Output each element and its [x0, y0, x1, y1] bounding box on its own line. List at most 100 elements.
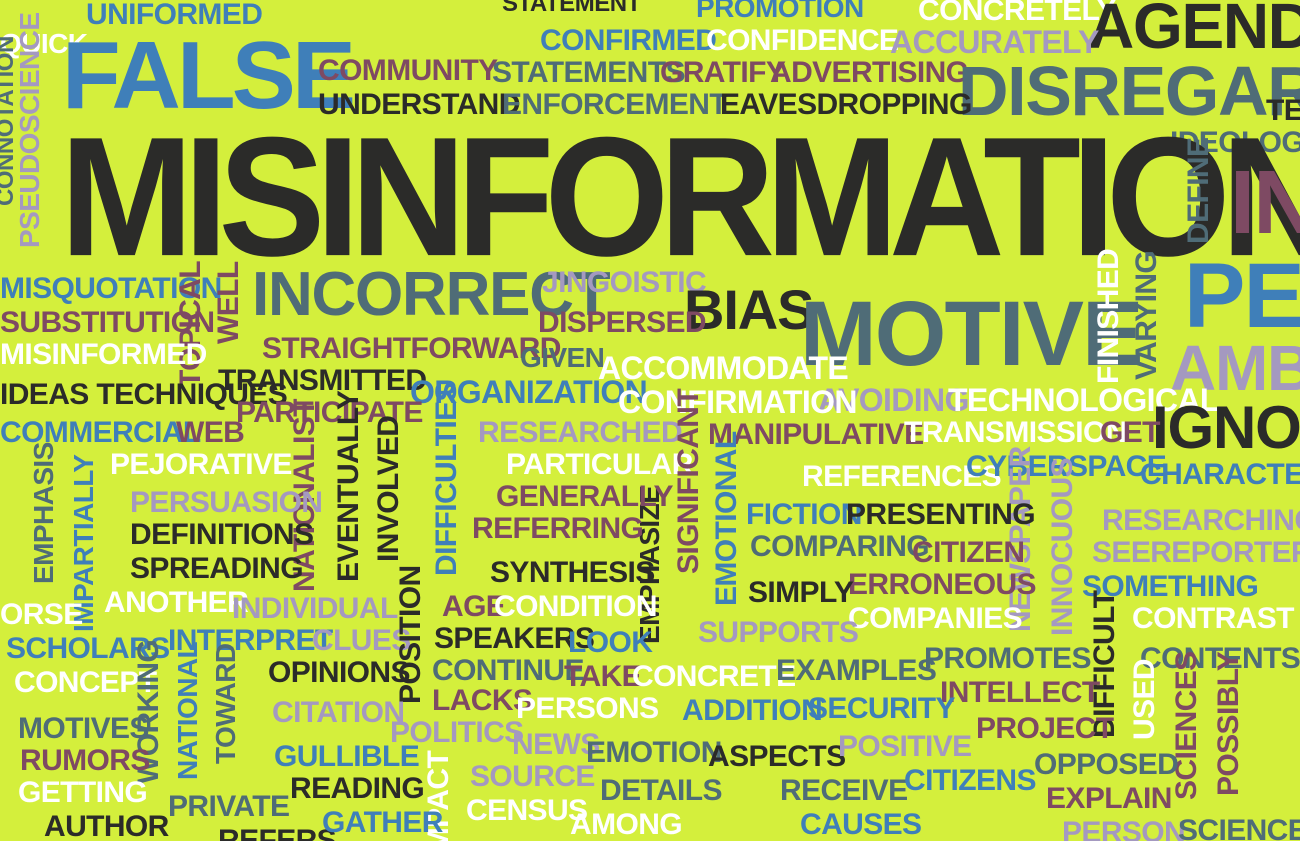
- word-quick: QUICK: [0, 28, 88, 59]
- word-technological: TECHNOLOGICAL: [948, 382, 1219, 418]
- word-misinformation: MISINFORMATION: [60, 101, 1300, 292]
- word-contents: CONTENTS: [1140, 642, 1300, 675]
- word-confirmed: CONFIRMED: [540, 24, 717, 57]
- word-spreading: SPREADING: [130, 552, 304, 585]
- word-politics: POLITICS: [390, 716, 524, 749]
- word-comparing: COMPARING: [750, 530, 930, 563]
- word-accurately: ACCURATELY: [890, 24, 1099, 60]
- word-difficulties: DIFFICULTIES: [430, 382, 463, 576]
- word-enforcement: ENFORCEMENT: [502, 88, 728, 121]
- word-connotation: CONNOTATION: [0, 36, 19, 206]
- word-opposed: OPPOSED: [1034, 748, 1179, 781]
- word-misinformed: MISINFORMED: [0, 338, 207, 371]
- word-pe: PE: [1184, 245, 1300, 347]
- word-organization: ORGANIZATION: [410, 374, 648, 410]
- word-gratify: GRATIFY: [660, 56, 786, 89]
- word-eventually: EVENTUALLY: [332, 390, 365, 582]
- word-speakers: SPEAKERS: [434, 622, 595, 655]
- word-generally: GENERALLY: [496, 480, 673, 513]
- word-pejorative: PEJORATIVE: [110, 448, 292, 481]
- word-concrete: CONCRETE: [632, 660, 796, 693]
- word-citizens: CITIZENS: [904, 764, 1036, 797]
- word-emotional: EMOTIONAL: [710, 431, 743, 606]
- word-motives: MOTIVES: [18, 712, 149, 745]
- word-source: SOURCE: [470, 760, 595, 793]
- word-another: ANOTHER: [104, 586, 249, 619]
- word-person: PERSON: [1062, 816, 1186, 841]
- word-transmitted: TRANSMITTED: [218, 364, 427, 397]
- word-uniformed: UNIFORMED: [86, 0, 263, 31]
- word-innocuous: INNOCUOUS: [1046, 458, 1079, 636]
- word-definitions: DEFINITIONS: [130, 518, 314, 551]
- word-scholars: SCHOLARS: [6, 632, 170, 665]
- word-receive: RECEIVE: [780, 774, 908, 807]
- word-cyberspace: CYBERSPACE: [966, 450, 1167, 483]
- word-synthesis: SYNTHESIS: [490, 556, 655, 589]
- word-news: NEWS: [512, 728, 600, 761]
- word-agenda: AGENDA: [1088, 0, 1300, 62]
- word-private: PRIVATE: [168, 790, 290, 823]
- word-national: NATIONAL: [172, 641, 203, 780]
- word-concretely: CONCRETELY: [918, 0, 1117, 27]
- word-positive: POSITIVE: [838, 730, 972, 763]
- word-age: AGE: [442, 590, 506, 623]
- word-web: WEB: [176, 416, 245, 449]
- word-simply: SIMPLY: [748, 576, 854, 609]
- word-particular: PARTICULAR: [506, 448, 693, 481]
- word-involved: INVOLVED: [372, 415, 405, 562]
- word-get: GET: [1100, 416, 1160, 449]
- word-given: GIVEN: [520, 342, 605, 373]
- word-eavesdropping: EAVESDROPPING: [720, 88, 972, 121]
- word-researching: RESEARCHING: [1102, 504, 1300, 537]
- word-project: PROJECT: [976, 712, 1114, 745]
- word-persons: PERSONS: [516, 692, 659, 725]
- word-interpret: INTERPRET: [168, 624, 333, 657]
- word-confidence: CONFIDENCE: [706, 24, 899, 57]
- word-substitution: SUBSTITUTION: [0, 306, 215, 339]
- word-ambi: AMBI: [1170, 332, 1300, 404]
- word-security: SECURITY: [808, 692, 955, 725]
- word-jingoistic: JINGOISTIC: [542, 266, 707, 299]
- word-companies: COMPANIES: [848, 602, 1023, 635]
- word-straightforward: STRAIGHTFORWARD: [262, 332, 561, 365]
- word-motive: MOTIVE: [800, 283, 1143, 385]
- word-in: IN: [1230, 153, 1300, 253]
- word-supports: SUPPORTS: [698, 616, 859, 649]
- word-causes: CAUSES: [800, 808, 922, 841]
- word-author: AUTHOR: [44, 810, 169, 841]
- word-dispersed: DISPERSED: [538, 306, 707, 339]
- word-contrast: CONTRAST: [1132, 602, 1294, 635]
- word-accommodate: ACCOMMODATE: [598, 350, 849, 386]
- word-lacks: LACKS: [432, 684, 533, 717]
- word-presenting: PRESENTING: [846, 498, 1036, 531]
- word-erroneous: ERRONEOUS: [848, 568, 1037, 601]
- word-significant: SIGNIFICANT: [672, 388, 705, 574]
- word-explain: EXPLAIN: [1046, 782, 1172, 815]
- word-finished: FINISHED: [1092, 248, 1125, 384]
- word-ideologic: IDEOLOGIC: [1170, 126, 1300, 159]
- word-examples: EXAMPLES: [776, 654, 937, 687]
- word-incorrect: INCORRECT: [252, 260, 611, 329]
- word-continue: CONTINUE: [432, 654, 584, 687]
- word-bias: BIAS: [684, 278, 814, 341]
- word-toward: TOWARD: [210, 643, 241, 764]
- word-emphasis: EMPHASIS: [28, 442, 59, 584]
- word-disregard: DISREGARD: [958, 52, 1300, 130]
- word-refers: REFERS: [218, 824, 337, 841]
- word-fiction: FICTION: [746, 498, 862, 531]
- word-commercial: COMMERCIAL: [0, 416, 201, 449]
- word-orse: ORSE: [0, 598, 83, 631]
- word-manipulative: MANIPULATIVE: [708, 418, 924, 451]
- word-something: SOMETHING: [1082, 570, 1259, 603]
- word-opinions: OPINIONS: [268, 656, 410, 689]
- word-references: REFERENCES: [802, 460, 1002, 493]
- word-used: USED: [1128, 659, 1161, 740]
- word-misquotation: MISQUOTATION: [0, 272, 222, 305]
- word-pseudoscience: PSEUDOSCIENCE: [14, 12, 45, 248]
- word-persuasion: PERSUASION: [130, 486, 323, 519]
- word-statement: STATEMENT: [502, 0, 641, 17]
- word-clues: CLUES: [312, 624, 411, 657]
- word-transmission: TRANSMISSION: [904, 416, 1127, 449]
- word-promotion: PROMOTION: [696, 0, 864, 23]
